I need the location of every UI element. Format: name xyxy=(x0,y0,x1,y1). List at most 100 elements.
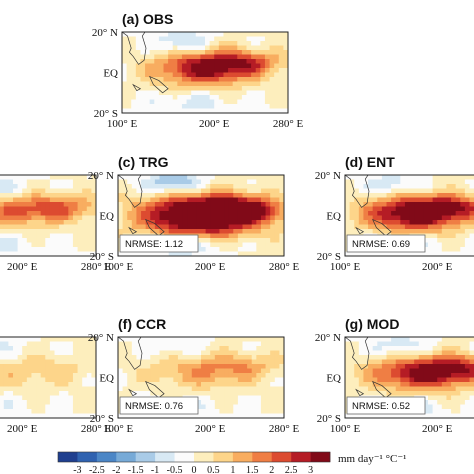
heatmap-cell xyxy=(441,350,448,356)
heatmap-cell xyxy=(451,404,457,410)
heatmap-cell xyxy=(354,220,360,226)
heatmap-cell xyxy=(177,350,184,356)
heatmap-cell xyxy=(214,395,221,401)
heatmap-cell xyxy=(274,54,280,60)
heatmap-cell xyxy=(260,395,267,401)
heatmap-cell xyxy=(173,364,179,370)
heatmap-cell xyxy=(77,364,83,370)
heatmap-cell xyxy=(232,81,238,87)
heatmap-cell xyxy=(437,197,443,203)
heatmap-cell xyxy=(246,59,252,65)
heatmap-cell xyxy=(404,373,411,379)
heatmap-cell xyxy=(205,355,211,361)
heatmap-cell xyxy=(214,45,220,51)
heatmap-cell xyxy=(72,175,79,181)
heatmap-cell xyxy=(191,215,197,221)
heatmap-cell xyxy=(45,368,51,374)
heatmap-cell xyxy=(177,251,184,256)
heatmap-cell xyxy=(172,99,178,105)
heatmap-cell xyxy=(418,359,424,365)
heatmap-cell xyxy=(8,350,14,356)
heatmap-cell xyxy=(54,355,60,361)
heatmap-cell xyxy=(469,377,474,383)
heatmap-cell xyxy=(363,215,369,221)
heatmap-cell xyxy=(177,45,183,51)
heatmap-cell xyxy=(391,193,397,199)
heatmap-cell xyxy=(131,211,138,217)
heatmap-cell xyxy=(68,238,74,244)
heatmap-cell xyxy=(446,409,452,415)
heatmap-cell xyxy=(191,197,197,203)
heatmap-cell xyxy=(260,229,267,235)
heatmap-cell xyxy=(469,229,474,235)
heatmap-cell xyxy=(432,229,438,235)
lat-tick-label: 20° N xyxy=(315,332,341,344)
heatmap-cell xyxy=(0,242,5,248)
heatmap-cell xyxy=(131,337,138,343)
heatmap-cell xyxy=(395,368,401,374)
heatmap-cell xyxy=(260,382,267,388)
heatmap-cell xyxy=(279,193,284,199)
heatmap-cell xyxy=(149,104,155,110)
heatmap-cell xyxy=(196,350,202,356)
heatmap-cell xyxy=(214,211,221,217)
heatmap-cell xyxy=(3,382,9,388)
heatmap-cell xyxy=(122,391,128,397)
heatmap-cell xyxy=(400,359,406,365)
colorbar-tick-label: 1 xyxy=(230,465,235,474)
heatmap-cell xyxy=(63,211,69,217)
heatmap-cell xyxy=(368,188,374,194)
heatmap-cell xyxy=(191,63,197,69)
heatmap-cell xyxy=(224,193,230,199)
heatmap-cell xyxy=(241,36,248,42)
heatmap-cell xyxy=(391,251,397,256)
heatmap-cell xyxy=(26,413,33,418)
heatmap-cell xyxy=(278,63,284,69)
heatmap-cell xyxy=(265,346,271,352)
heatmap-cell xyxy=(63,179,69,185)
heatmap-cell xyxy=(3,197,9,203)
heatmap-cell xyxy=(86,229,92,235)
heatmap-cell xyxy=(118,337,124,343)
heatmap-cell xyxy=(31,184,37,190)
heatmap-cell xyxy=(441,377,448,383)
heatmap-cell xyxy=(182,337,188,343)
heatmap-cell xyxy=(40,364,46,370)
heatmap-cell xyxy=(172,86,178,92)
heatmap-cell xyxy=(59,355,65,361)
heatmap-cell xyxy=(49,386,56,392)
heatmap-cell xyxy=(59,364,65,370)
heatmap-cell xyxy=(404,382,411,388)
heatmap-cell xyxy=(274,391,280,397)
heatmap-cell xyxy=(36,224,42,230)
heatmap-cell xyxy=(242,341,248,347)
panel-frame xyxy=(0,336,97,419)
heatmap-cell xyxy=(45,386,51,392)
heatmap-cell xyxy=(469,382,474,388)
heatmap-cell xyxy=(460,179,466,185)
heatmap-cell xyxy=(191,355,197,361)
heatmap-cell xyxy=(17,184,23,190)
heatmap-cell xyxy=(418,391,424,397)
heatmap-cell xyxy=(251,220,257,226)
heatmap-cell xyxy=(186,36,192,42)
heatmap-cell xyxy=(469,409,474,415)
heatmap-cell xyxy=(224,341,230,347)
heatmap-cell xyxy=(363,413,369,418)
heatmap-cell xyxy=(49,211,56,217)
heatmap-cell xyxy=(386,355,392,361)
heatmap-cell xyxy=(233,197,239,203)
heatmap-cell xyxy=(368,193,374,199)
heatmap-cell xyxy=(256,346,262,352)
heatmap-cell xyxy=(409,359,415,365)
heatmap-cell xyxy=(400,386,406,392)
heatmap-cell xyxy=(122,45,128,51)
heatmap-cell xyxy=(469,215,474,221)
heatmap-cell xyxy=(256,206,262,212)
heatmap-cell xyxy=(209,41,215,47)
heatmap-cell xyxy=(377,368,383,374)
heatmap-cell xyxy=(86,238,92,244)
heatmap-cell xyxy=(451,202,457,208)
heatmap-cell xyxy=(265,238,271,244)
